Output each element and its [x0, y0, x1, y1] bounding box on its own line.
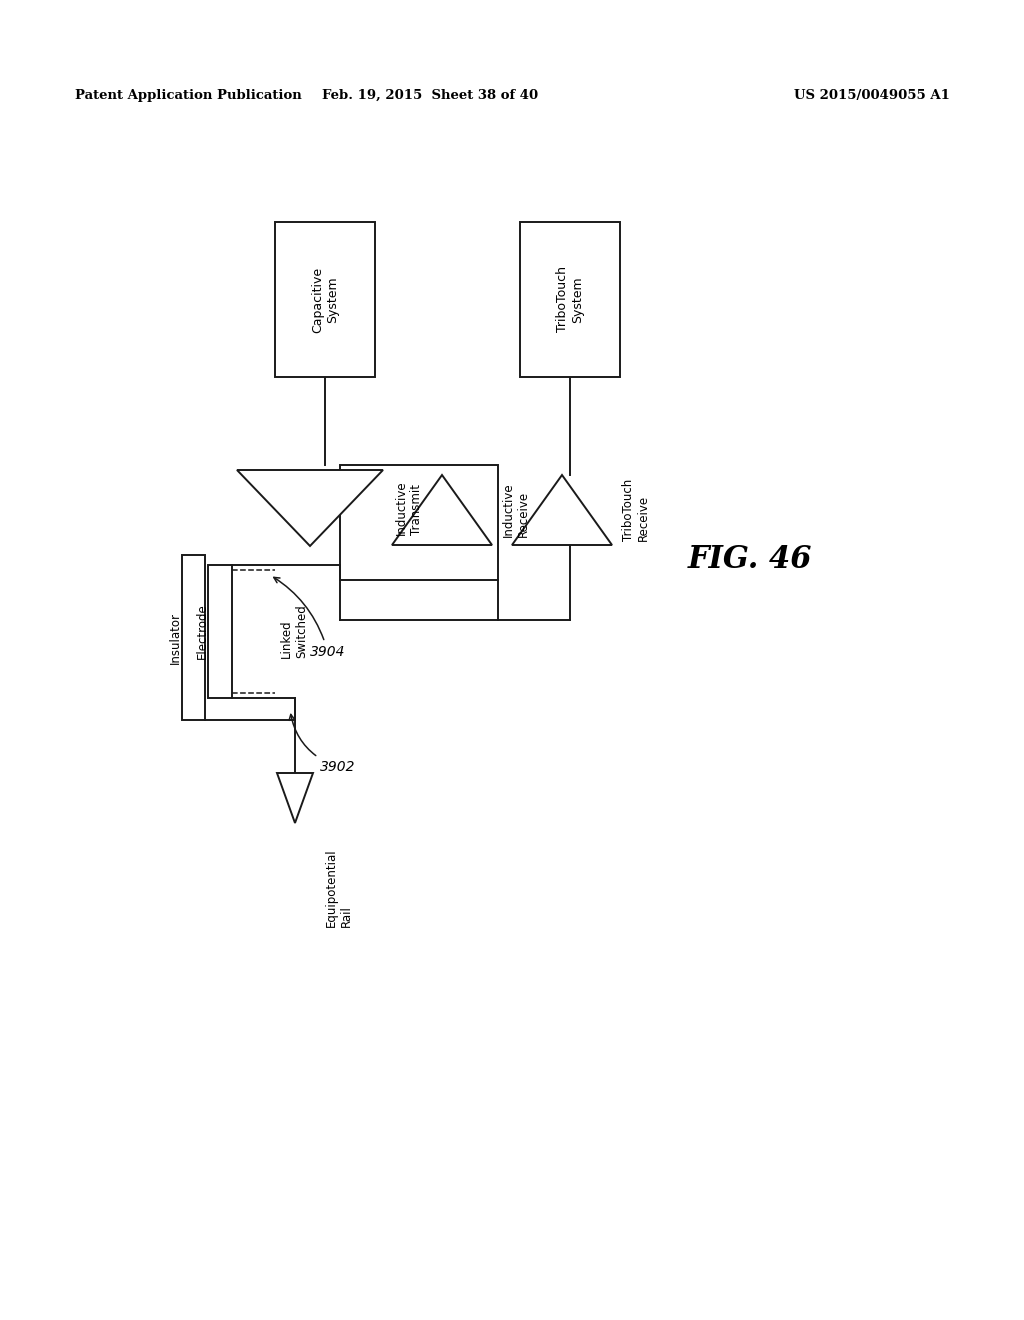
Text: Feb. 19, 2015  Sheet 38 of 40: Feb. 19, 2015 Sheet 38 of 40 [322, 88, 538, 102]
Text: FIG. 46: FIG. 46 [688, 544, 812, 576]
Text: TriboTouch
System: TriboTouch System [556, 267, 584, 333]
Text: TriboTouch
Receive: TriboTouch Receive [622, 479, 650, 541]
Text: Electrode: Electrode [196, 603, 209, 660]
Text: Linked
Switched: Linked Switched [280, 605, 308, 659]
Text: Inductive
Transmit: Inductive Transmit [395, 480, 423, 536]
Text: Equipotential
Rail: Equipotential Rail [325, 847, 353, 927]
Polygon shape [512, 475, 612, 545]
Polygon shape [392, 475, 492, 545]
Text: Patent Application Publication: Patent Application Publication [75, 88, 302, 102]
Text: Inductive
Receive: Inductive Receive [502, 483, 530, 537]
Text: Capacitive
System: Capacitive System [311, 267, 339, 333]
Text: 3904: 3904 [273, 577, 345, 659]
Bar [275, 222, 375, 378]
Polygon shape [278, 774, 313, 822]
Polygon shape [237, 470, 383, 546]
Bar [520, 222, 620, 378]
Bar [208, 565, 232, 698]
Text: 3902: 3902 [289, 714, 355, 774]
Bar [182, 554, 205, 719]
Text: Insulator: Insulator [169, 611, 182, 664]
Bar [340, 465, 498, 579]
Text: US 2015/0049055 A1: US 2015/0049055 A1 [795, 88, 950, 102]
